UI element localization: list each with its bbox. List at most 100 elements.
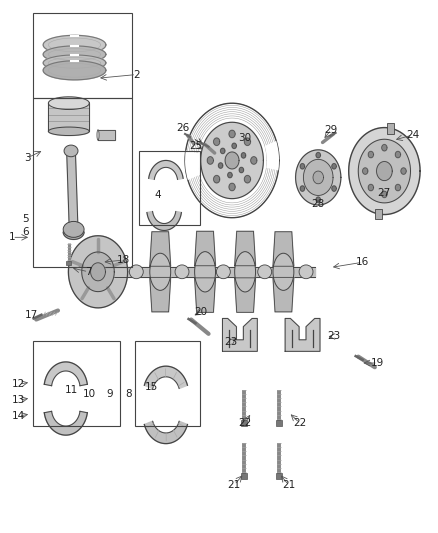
Text: 21: 21 (228, 480, 241, 490)
Text: 19: 19 (371, 358, 385, 368)
Polygon shape (273, 232, 294, 266)
Text: 28: 28 (311, 199, 325, 209)
Ellipse shape (299, 265, 313, 279)
Polygon shape (43, 55, 106, 71)
Polygon shape (150, 277, 171, 312)
Polygon shape (296, 150, 341, 205)
Ellipse shape (129, 265, 143, 279)
Polygon shape (214, 138, 220, 146)
Text: 3: 3 (24, 153, 31, 163)
Polygon shape (300, 186, 304, 191)
Polygon shape (219, 163, 223, 168)
Wedge shape (185, 150, 200, 180)
Polygon shape (229, 183, 235, 191)
Ellipse shape (235, 252, 255, 292)
Bar (241, 420, 247, 425)
Text: 25: 25 (190, 141, 203, 151)
Text: 22: 22 (293, 418, 306, 428)
Polygon shape (363, 168, 368, 174)
Ellipse shape (150, 253, 171, 290)
Polygon shape (273, 277, 294, 312)
Text: 13: 13 (12, 395, 25, 405)
Text: 22: 22 (238, 418, 252, 428)
Polygon shape (150, 232, 171, 266)
Polygon shape (98, 130, 115, 140)
Text: 9: 9 (106, 389, 113, 399)
Text: 30: 30 (238, 133, 251, 143)
Text: 23: 23 (225, 337, 238, 347)
Polygon shape (396, 151, 400, 158)
Polygon shape (349, 127, 420, 215)
Bar (135, 341, 200, 425)
Bar (33, 13, 132, 98)
Polygon shape (235, 278, 255, 312)
Text: 23: 23 (328, 332, 341, 342)
Text: 12: 12 (12, 379, 25, 389)
Polygon shape (63, 232, 84, 239)
Polygon shape (223, 318, 257, 351)
Polygon shape (48, 103, 89, 131)
Polygon shape (44, 411, 87, 435)
Polygon shape (382, 144, 387, 151)
Polygon shape (145, 421, 187, 443)
Text: 27: 27 (377, 188, 390, 198)
Bar (374, 208, 381, 219)
Polygon shape (382, 191, 387, 198)
Polygon shape (241, 153, 246, 158)
Wedge shape (265, 141, 279, 171)
Bar (66, 261, 71, 265)
Polygon shape (377, 161, 392, 181)
Polygon shape (149, 160, 183, 180)
Polygon shape (229, 130, 235, 138)
Ellipse shape (273, 253, 294, 290)
Text: 24: 24 (406, 130, 419, 140)
Text: 1: 1 (9, 232, 16, 243)
Bar (241, 473, 247, 479)
Polygon shape (225, 152, 239, 169)
Bar (33, 98, 132, 266)
Polygon shape (316, 197, 321, 203)
Text: 20: 20 (194, 306, 207, 317)
Text: 2: 2 (133, 70, 140, 79)
Text: 5: 5 (22, 214, 28, 224)
Polygon shape (67, 151, 78, 229)
Text: 4: 4 (155, 190, 161, 200)
Text: 26: 26 (177, 123, 190, 133)
Polygon shape (43, 61, 106, 80)
Polygon shape (251, 157, 257, 164)
Text: 21: 21 (282, 480, 295, 490)
Polygon shape (145, 366, 187, 389)
Ellipse shape (258, 265, 272, 279)
Polygon shape (44, 362, 87, 386)
Ellipse shape (63, 221, 84, 237)
Ellipse shape (216, 265, 230, 279)
Bar (276, 420, 282, 425)
Polygon shape (48, 97, 89, 110)
Text: 8: 8 (125, 389, 132, 399)
Polygon shape (316, 152, 321, 158)
Bar (276, 473, 282, 479)
Polygon shape (396, 184, 400, 191)
Polygon shape (304, 159, 333, 196)
Polygon shape (43, 46, 106, 63)
Polygon shape (332, 186, 336, 191)
Polygon shape (285, 318, 320, 351)
Ellipse shape (97, 130, 99, 140)
Ellipse shape (64, 145, 78, 157)
Text: 6: 6 (22, 227, 28, 237)
Polygon shape (201, 122, 263, 199)
Polygon shape (401, 168, 406, 174)
Text: 11: 11 (64, 384, 78, 394)
Polygon shape (98, 266, 315, 277)
Polygon shape (147, 212, 181, 230)
Polygon shape (232, 143, 237, 149)
Bar (33, 341, 120, 425)
Ellipse shape (175, 265, 189, 279)
Polygon shape (332, 164, 336, 169)
Text: 7: 7 (85, 267, 92, 277)
Text: 17: 17 (25, 310, 38, 320)
Polygon shape (91, 263, 106, 281)
Polygon shape (313, 171, 323, 184)
Polygon shape (228, 172, 232, 177)
Polygon shape (48, 127, 89, 135)
